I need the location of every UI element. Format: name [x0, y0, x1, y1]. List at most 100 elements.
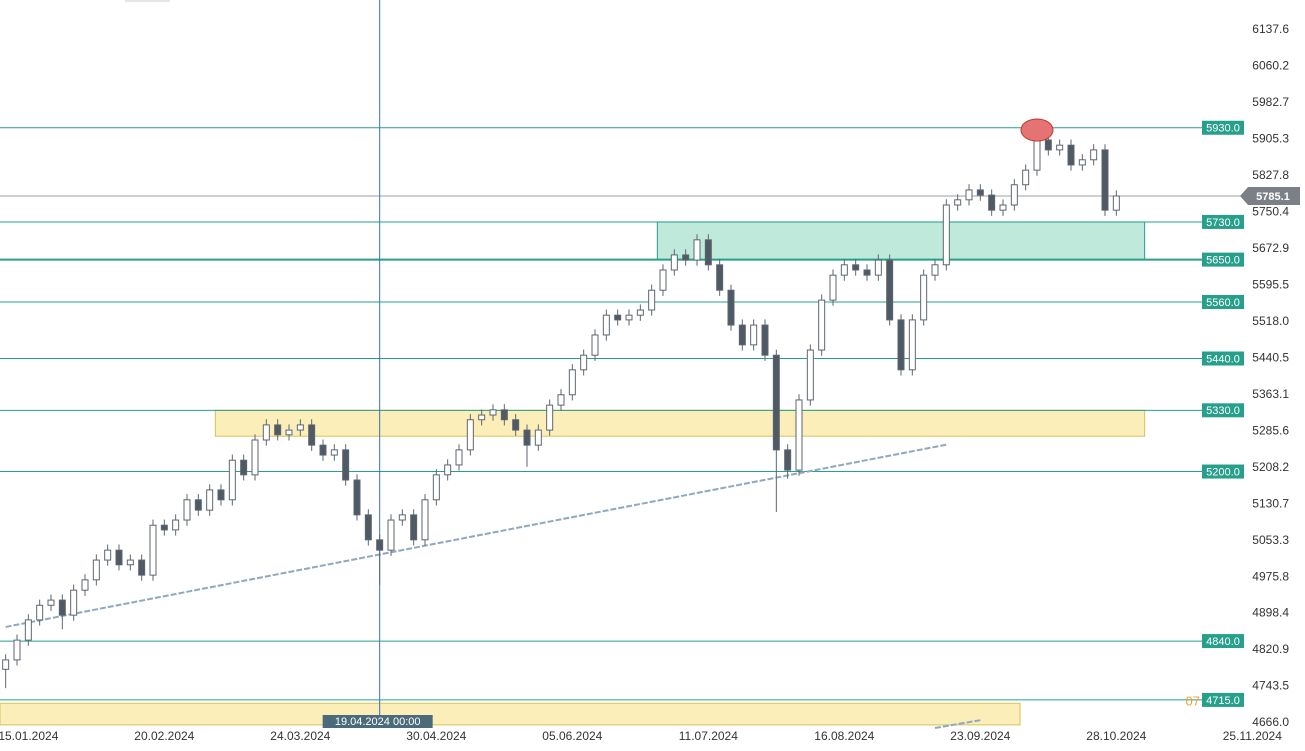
level-label: 5560.0: [1206, 297, 1240, 309]
candle-body: [1033, 139, 1041, 171]
candle-body: [704, 239, 712, 266]
x-tick-label: 24.03.2024: [270, 729, 330, 743]
candle-body: [852, 264, 860, 271]
candle-body: [557, 394, 565, 406]
candle-body: [727, 289, 735, 326]
level-tag: [1202, 403, 1244, 418]
candle-body: [228, 459, 236, 501]
candle-body: [976, 189, 984, 196]
x-tick-label: 28.10.2024: [1086, 729, 1146, 743]
x-tick-label: 11.07.2024: [679, 729, 738, 743]
level-label: 5930.0: [1206, 123, 1240, 135]
y-tick-label: 5130.7: [1252, 496, 1289, 510]
candle-body: [1010, 184, 1018, 206]
candle-body: [126, 559, 134, 566]
candle-body: [1078, 159, 1086, 166]
candle-body: [115, 549, 123, 566]
level-label: 5440.0: [1206, 353, 1240, 365]
y-tick-label: 4666.0: [1252, 715, 1289, 729]
candle-body: [36, 604, 44, 621]
candle-body: [772, 354, 780, 451]
candle-body: [319, 444, 327, 456]
candle-body: [1112, 195, 1120, 211]
y-tick-label: 5827.8: [1252, 168, 1289, 182]
candle-body: [886, 259, 894, 321]
candle-body: [2, 659, 10, 670]
candle-body: [920, 274, 928, 321]
candle-body: [954, 199, 962, 206]
zone: [656, 221, 1146, 261]
zone: [0, 702, 1021, 726]
candle-body: [194, 499, 202, 511]
candle-body: [240, 459, 248, 476]
x-tick-label: 23.09.2024: [950, 729, 1010, 743]
candle-body: [682, 254, 690, 261]
candle-body: [387, 519, 395, 551]
candle-body: [874, 259, 882, 276]
level-label: 4840.0: [1206, 636, 1240, 648]
candle-body: [308, 424, 316, 446]
stray-label: 07: [1186, 693, 1200, 708]
level-tag: [1202, 120, 1244, 135]
y-tick-label: 4820.9: [1252, 642, 1289, 656]
y-tick-label: 4743.5: [1252, 679, 1289, 693]
candle-body: [330, 449, 338, 456]
candle-body: [829, 274, 837, 301]
candle-body: [818, 299, 826, 351]
candle-body: [13, 639, 21, 661]
candle-body: [716, 264, 724, 291]
candle-body: [500, 409, 508, 421]
candle-body: [376, 539, 384, 551]
y-tick-label: 6060.2: [1252, 59, 1289, 73]
y-tick-label: 5440.5: [1252, 350, 1289, 364]
candle-body: [1022, 169, 1030, 186]
level-tag: [1202, 295, 1244, 310]
y-tick-label: 5595.5: [1252, 277, 1289, 291]
candle-body: [364, 514, 372, 541]
level-label: 5650.0: [1206, 255, 1240, 267]
candle-body: [398, 514, 406, 521]
candle-body: [670, 254, 678, 271]
level-tag: [1202, 692, 1244, 707]
candle-body: [206, 489, 214, 511]
candle-body: [24, 619, 32, 641]
candle-body: [840, 264, 848, 276]
peak-marker: [1020, 118, 1054, 142]
candle-body: [58, 599, 66, 616]
x-tick-label: 25.11.2024: [1223, 729, 1282, 743]
candle-body: [625, 314, 633, 321]
candle-body: [512, 419, 520, 431]
level-label: 4715.0: [1206, 695, 1240, 707]
candle-body: [863, 269, 871, 276]
y-tick-label: 5750.4: [1252, 205, 1289, 219]
candle-body: [104, 549, 112, 561]
candle-body: [750, 324, 758, 346]
x-tick-label: 05.06.2024: [542, 729, 602, 743]
candle-body: [183, 499, 191, 521]
zone: [214, 409, 1146, 437]
y-tick-label: 4975.8: [1252, 569, 1289, 583]
candle-body: [466, 419, 474, 451]
level-label: 5200.0: [1206, 466, 1240, 478]
candle-body: [1044, 139, 1052, 151]
candle-body: [296, 424, 304, 431]
candle-body: [92, 559, 100, 581]
candle-body: [580, 354, 588, 371]
level-label: 5330.0: [1206, 405, 1240, 417]
crosshair-tag: [322, 715, 433, 728]
candle-body: [160, 524, 168, 531]
last-price-tag: [1240, 186, 1300, 205]
y-tick-label: 5053.3: [1252, 533, 1289, 547]
candle-body: [149, 524, 157, 576]
candle-body: [353, 479, 361, 516]
last-price-label: 5785.1: [1256, 191, 1290, 203]
candle-body: [614, 314, 622, 321]
x-tick-label: 30.04.2024: [406, 729, 466, 743]
candle-body: [410, 514, 418, 541]
level-tag: [1202, 464, 1244, 479]
y-tick-label: 5208.2: [1252, 460, 1289, 474]
candle-body: [70, 589, 78, 616]
candle-body: [432, 474, 440, 501]
candle-body: [784, 449, 792, 471]
